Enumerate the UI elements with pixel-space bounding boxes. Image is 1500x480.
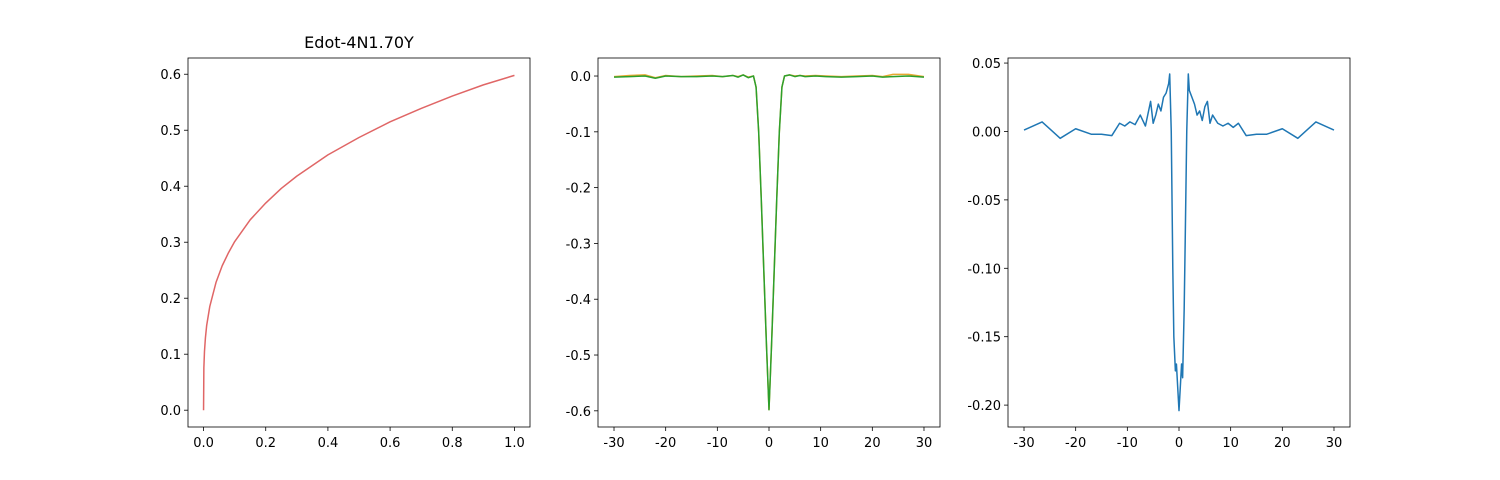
x-tick-label: 10 — [1222, 436, 1239, 451]
y-tick-label: 0.05 — [972, 57, 1001, 72]
x-tick-label: -10 — [707, 436, 728, 451]
y-tick-label: -0.2 — [566, 182, 591, 197]
x-tick-label: -30 — [1013, 436, 1034, 451]
y-tick-label: 0.6 — [160, 68, 181, 83]
x-tick-label: 30 — [1326, 436, 1343, 451]
axes-frame — [1007, 57, 1351, 428]
data-line — [613, 73, 925, 411]
x-tick-label: -30 — [603, 436, 624, 451]
x-tick-label: 1.0 — [504, 436, 525, 451]
axes-frame — [187, 57, 531, 428]
y-tick-label: 0.2 — [160, 292, 181, 307]
x-tick-label: -20 — [1065, 436, 1086, 451]
y-tick-label: 0.5 — [160, 124, 181, 139]
x-tick-label: 0.4 — [318, 436, 339, 451]
data-line — [202, 74, 515, 411]
x-tick-label: 30 — [916, 436, 933, 451]
data-line — [613, 74, 925, 411]
y-tick-label: -0.15 — [967, 331, 1001, 346]
x-tick-label: 0.6 — [380, 436, 401, 451]
y-tick-label: 0.00 — [972, 125, 1001, 140]
x-tick-label: 10 — [812, 436, 829, 451]
x-tick-label: 0.2 — [255, 436, 276, 451]
chart-title: Edot-4N1.70Y — [304, 33, 414, 52]
x-tick-label: 20 — [864, 436, 881, 451]
x-tick-label: 0 — [1175, 436, 1183, 451]
y-tick-label: 0.0 — [570, 70, 591, 85]
x-tick-label: -20 — [655, 436, 676, 451]
data-line — [1023, 73, 1335, 412]
x-tick-label: -10 — [1117, 436, 1138, 451]
y-tick-label: -0.1 — [566, 126, 591, 141]
y-tick-label: -0.20 — [967, 399, 1001, 414]
x-tick-label: 0.0 — [193, 436, 214, 451]
y-tick-label: -0.3 — [566, 237, 591, 252]
y-tick-label: -0.4 — [566, 293, 591, 308]
y-tick-label: -0.5 — [566, 349, 591, 364]
y-tick-label: -0.6 — [566, 405, 591, 420]
y-tick-label: 0.0 — [160, 404, 181, 419]
x-tick-label: 20 — [1274, 436, 1291, 451]
x-tick-label: 0.8 — [442, 436, 463, 451]
axes-frame — [597, 57, 941, 428]
y-tick-label: -0.05 — [967, 194, 1001, 209]
y-tick-label: 0.3 — [160, 236, 181, 251]
y-tick-label: 0.4 — [160, 180, 181, 195]
y-tick-label: -0.10 — [967, 262, 1001, 277]
x-tick-label: 0 — [765, 436, 773, 451]
y-tick-label: 0.1 — [160, 348, 181, 363]
